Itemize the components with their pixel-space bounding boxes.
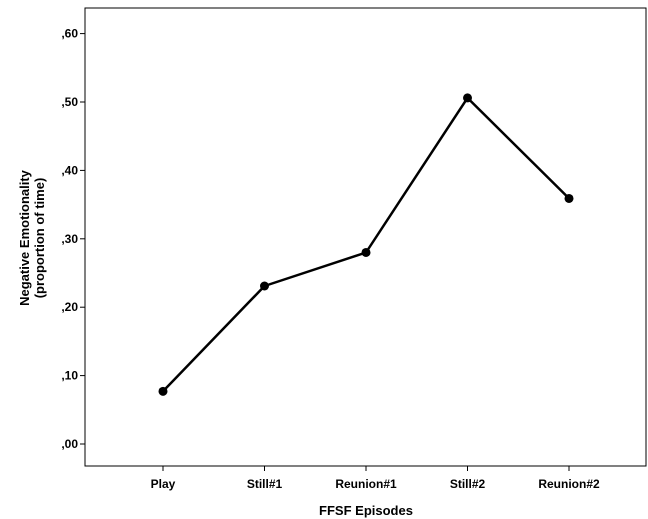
y-tick-label: ,50	[61, 95, 78, 109]
x-tick-label: Play	[151, 477, 176, 491]
plot-border	[84, 7, 647, 467]
x-tick-label: Reunion#1	[335, 477, 397, 491]
data-point-reunion-2	[564, 193, 574, 203]
y-axis-title-line-1: Negative Emotionality	[17, 169, 32, 306]
x-tick-label: Reunion#2	[538, 477, 600, 491]
series-layer	[158, 93, 574, 396]
y-tick-label: ,60	[61, 27, 78, 41]
plot-frame	[84, 7, 647, 467]
data-point-still-2	[463, 93, 472, 103]
x-tick-label: Still#1	[247, 477, 283, 491]
y-tick-label: ,00	[61, 437, 78, 451]
y-tick-label: ,20	[61, 300, 78, 314]
y-axis-ticks: ,00 ,10 ,20 ,30 ,40 ,50 ,60	[61, 27, 85, 451]
x-tick-label: Still#2	[450, 477, 486, 491]
y-tick-label: ,10	[61, 369, 78, 383]
x-axis-title: FFSF Episodes	[319, 503, 413, 518]
data-point-play	[158, 386, 168, 396]
x-axis-ticks: Play Still#1 Reunion#1 Still#2 Reunion#2	[151, 466, 600, 491]
y-axis-title: Negative Emotionality (proportion of tim…	[17, 169, 47, 306]
series-line	[162, 96, 570, 393]
data-point-still-1	[260, 281, 269, 291]
y-tick-label: ,40	[61, 163, 78, 177]
data-point-reunion-1	[361, 247, 371, 257]
y-tick-label: ,30	[61, 232, 78, 246]
y-axis-title-line-2: (proportion of time)	[32, 178, 47, 299]
